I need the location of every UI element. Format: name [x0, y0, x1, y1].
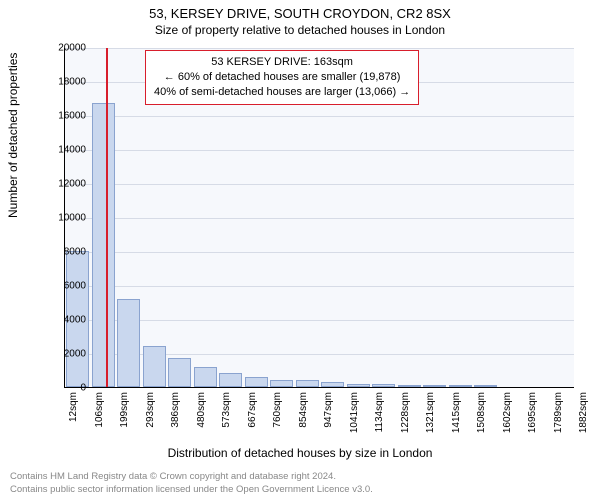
annotation-line: ← 60% of detached houses are smaller (19…: [154, 70, 410, 85]
x-tick-label: 106sqm: [94, 392, 105, 428]
y-tick-label: 8000: [40, 247, 86, 258]
y-tick-label: 18000: [40, 77, 86, 88]
gridline: [65, 184, 574, 185]
chart-title: 53, KERSEY DRIVE, SOUTH CROYDON, CR2 8SX: [0, 0, 600, 21]
chart-container: 53, KERSEY DRIVE, SOUTH CROYDON, CR2 8SX…: [0, 0, 600, 500]
y-tick-label: 6000: [40, 281, 86, 292]
x-tick-label: 573sqm: [221, 392, 232, 428]
footer-attribution: Contains HM Land Registry data © Crown c…: [10, 471, 373, 496]
x-tick-label: 947sqm: [323, 392, 334, 428]
histogram-bar: [321, 382, 344, 387]
gridline: [65, 252, 574, 253]
x-tick-label: 1602sqm: [502, 392, 513, 433]
x-tick-label: 1321sqm: [425, 392, 436, 433]
x-tick-label: 1041sqm: [349, 392, 360, 433]
gridline: [65, 320, 574, 321]
footer-line-1: Contains HM Land Registry data © Crown c…: [10, 471, 373, 483]
gridline: [65, 150, 574, 151]
histogram-bar: [423, 385, 446, 387]
y-tick-label: 14000: [40, 145, 86, 156]
gridline: [65, 48, 574, 49]
x-tick-label: 1789sqm: [553, 392, 564, 433]
gridline: [65, 354, 574, 355]
plot-background: 53 KERSEY DRIVE: 163sqm← 60% of detached…: [64, 48, 574, 388]
x-tick-label: 667sqm: [247, 392, 258, 428]
x-tick-label: 293sqm: [145, 392, 156, 428]
x-tick-label: 386sqm: [170, 392, 181, 428]
marker-line: [106, 48, 108, 387]
y-tick-label: 12000: [40, 179, 86, 190]
x-tick-label: 760sqm: [272, 392, 283, 428]
x-tick-label: 854sqm: [298, 392, 309, 428]
histogram-bar: [372, 384, 395, 387]
x-tick-label: 12sqm: [68, 392, 79, 422]
histogram-bar: [474, 385, 497, 387]
histogram-bar: [92, 103, 115, 387]
footer-line-2: Contains public sector information licen…: [10, 484, 373, 496]
y-tick-label: 20000: [40, 43, 86, 54]
plot-area: 53 KERSEY DRIVE: 163sqm← 60% of detached…: [64, 48, 574, 388]
histogram-bar: [296, 380, 319, 387]
y-tick-label: 4000: [40, 315, 86, 326]
histogram-bar: [168, 358, 191, 387]
x-tick-label: 1134sqm: [374, 392, 385, 432]
histogram-bar: [270, 380, 293, 387]
histogram-bar: [219, 373, 242, 387]
x-tick-label: 1228sqm: [400, 392, 411, 433]
x-tick-label: 1415sqm: [451, 392, 462, 433]
histogram-bar: [245, 377, 268, 387]
x-tick-label: 1882sqm: [578, 392, 589, 433]
histogram-bar: [117, 299, 140, 387]
x-tick-label: 480sqm: [196, 392, 207, 428]
histogram-bar: [143, 346, 166, 387]
histogram-bar: [449, 385, 472, 387]
x-tick-label: 1695sqm: [527, 392, 538, 433]
annotation-line: 40% of semi-detached houses are larger (…: [154, 85, 410, 100]
annotation-line: 53 KERSEY DRIVE: 163sqm: [154, 55, 410, 70]
y-tick-label: 10000: [40, 213, 86, 224]
x-tick-label: 199sqm: [119, 392, 130, 428]
histogram-bar: [194, 367, 217, 387]
annotation-box: 53 KERSEY DRIVE: 163sqm← 60% of detached…: [145, 50, 419, 105]
y-tick-label: 2000: [40, 349, 86, 360]
x-tick-label: 1508sqm: [476, 392, 487, 433]
histogram-bar: [398, 385, 421, 387]
chart-subtitle: Size of property relative to detached ho…: [0, 21, 600, 41]
y-tick-label: 0: [40, 383, 86, 394]
histogram-bar: [347, 384, 370, 387]
gridline: [65, 218, 574, 219]
y-tick-label: 16000: [40, 111, 86, 122]
y-axis-label: Number of detached properties: [6, 53, 20, 218]
gridline: [65, 116, 574, 117]
x-axis-label: Distribution of detached houses by size …: [0, 446, 600, 460]
gridline: [65, 286, 574, 287]
